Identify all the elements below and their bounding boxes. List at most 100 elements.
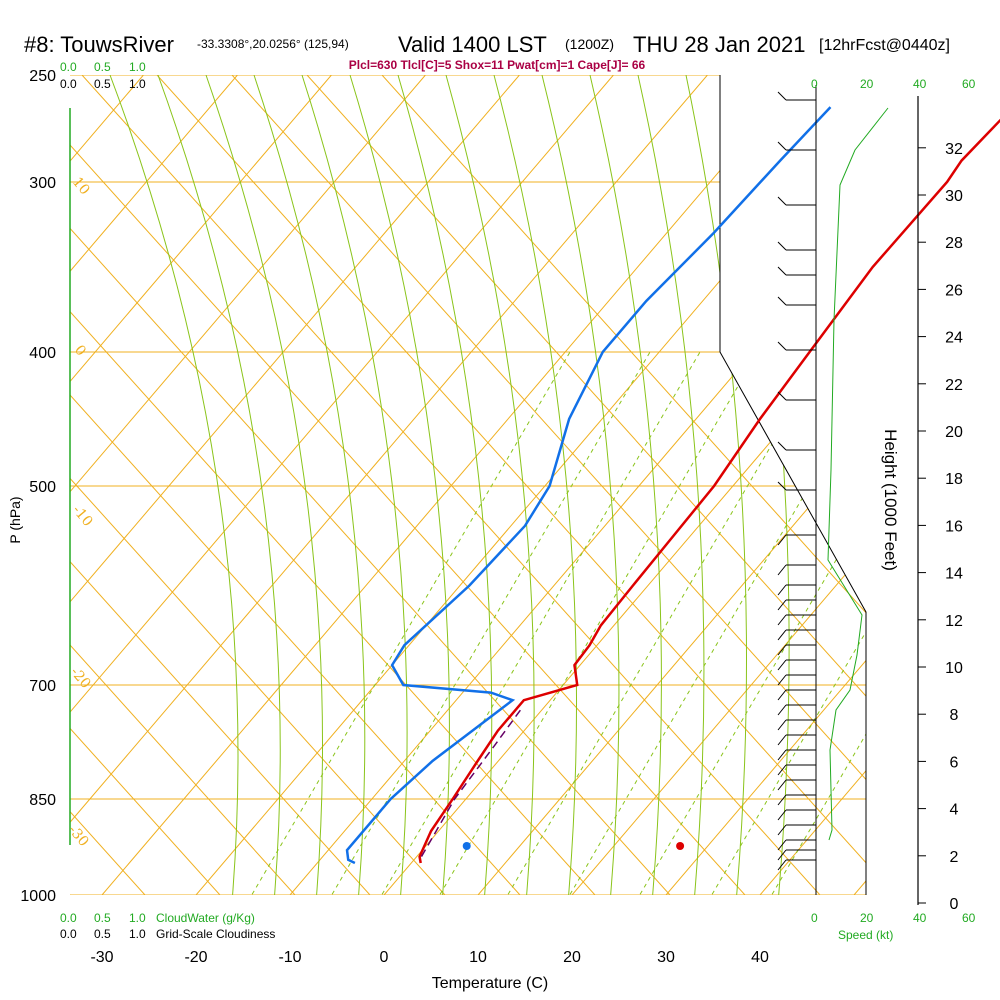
wind-barb-flag <box>777 296 787 306</box>
cloud-scale-label: 0.5 <box>94 77 111 91</box>
wind-barb-flag <box>777 391 787 401</box>
isotherm-line <box>70 75 708 895</box>
isotherm-line <box>70 75 332 895</box>
moist-adiabat-line <box>109 75 239 895</box>
wind-barb-flag <box>777 266 787 276</box>
temperature-tick-label: 0 <box>380 949 389 966</box>
height-tick-label: 16 <box>945 518 963 535</box>
mixing-ratio-label: 8 <box>482 902 499 917</box>
pressure-tick-label: 850 <box>29 792 56 809</box>
mixing-ratio-line <box>427 351 759 895</box>
dewpoint-trace <box>345 106 832 865</box>
wind-barb-flag <box>777 196 787 206</box>
wind-barb-flag <box>777 599 787 611</box>
dry-adiabat-line <box>70 75 521 895</box>
temperature-axis-ticks: -30 -20 -10 0 10 20 30 40 <box>90 949 769 966</box>
temperature-trace <box>418 118 1000 864</box>
height-tick-label: 10 <box>945 660 963 677</box>
wind-barb-flag <box>777 719 787 731</box>
valid-time: Valid 1400 LST <box>398 32 547 57</box>
wind-barb-flag <box>777 734 787 746</box>
wind-barb-flag <box>777 481 787 491</box>
wind-barb-flag <box>777 644 787 656</box>
profile-traces <box>345 106 1000 865</box>
mixing-ratio-label: 3 <box>353 902 370 917</box>
temperature-tick-label: 10 <box>469 949 487 966</box>
wind-barb-flag <box>777 141 787 151</box>
speed-scale-label: 40 <box>913 77 927 91</box>
cloud-scale-label: 0.0 <box>60 60 77 74</box>
height-tick-label: 18 <box>945 471 963 488</box>
isotherm-label: -20 <box>67 664 94 692</box>
temperature-tick-label: -10 <box>278 949 301 966</box>
isotherm-line <box>70 75 238 895</box>
valid-zulu: (1200Z) <box>565 36 614 52</box>
dry-adiabat-line <box>70 75 221 895</box>
dry-adiabat-lines: 0 10 20 30 10 0 -10 -20 -30 <box>65 75 871 895</box>
cloud-scale-label: 0.0 <box>60 911 77 925</box>
height-axis-title: Height (1000 Feet) <box>881 429 900 571</box>
isotherm-label: -30 <box>65 822 92 850</box>
speed-scale-label: 0 <box>811 911 818 925</box>
moist-adiabat-line <box>589 75 662 895</box>
cloud-scale-bottom-green: 0.0 0.5 1.0 <box>60 911 146 925</box>
isotherm-line <box>477 75 866 895</box>
chart-header: #8: TouwsRiver -33.3308°,20.0256° (125,9… <box>24 32 950 72</box>
moist-adiabat-line <box>397 75 493 895</box>
cloud-scale-label: 1.0 <box>129 77 146 91</box>
wind-barb-flag <box>777 341 787 351</box>
height-tick-label: 8 <box>950 707 959 724</box>
temperature-tick-label: 40 <box>751 949 769 966</box>
mixing-ratio-label: 20 <box>616 895 638 917</box>
dry-adiabat-label: 0 <box>720 230 742 253</box>
speed-scale-top-green: 0 20 40 60 <box>811 77 976 91</box>
sounding-indices: Plcl=630 Tlcl[C]=5 Shox=11 Pwat[cm]=1 Ca… <box>349 58 646 72</box>
height-tick-label: 6 <box>950 754 959 771</box>
moist-adiabat-line <box>493 75 578 895</box>
moist-adiabat-line <box>301 75 408 895</box>
isotherm-line <box>665 75 866 895</box>
height-tick-label: 26 <box>945 282 963 299</box>
dry-adiabat-line <box>70 75 746 895</box>
dry-adiabat-label: 30 <box>840 533 871 564</box>
height-tick-label: 32 <box>945 141 963 158</box>
dry-adiabat-line <box>156 75 866 895</box>
cloud-scale-label: 1.0 <box>129 927 146 941</box>
moist-adiabat-lines <box>109 75 790 895</box>
isotherm-label: 0 <box>71 342 89 359</box>
dry-adiabat-line <box>306 75 866 895</box>
moist-adiabat-line <box>349 75 450 895</box>
mixing-ratio-line <box>319 351 651 895</box>
height-tick-label: 28 <box>945 235 963 252</box>
surface-temperature-dot <box>676 842 685 850</box>
cloud-scale-label: 1.0 <box>129 911 146 925</box>
moist-adiabat-line <box>205 75 323 895</box>
speed-scale-bottom-green: 0 20 40 60 <box>811 911 976 925</box>
moist-adiabat-line <box>445 75 535 895</box>
wind-barbs <box>777 91 816 871</box>
station-title: #8: TouwsRiver <box>24 32 174 57</box>
cloud-scale-label: 0.0 <box>60 927 77 941</box>
wind-barb-flag <box>777 584 787 596</box>
dry-adiabat-line <box>70 75 146 895</box>
dry-adiabat-line <box>70 75 671 895</box>
isotherm-line <box>70 75 426 895</box>
wind-barb-flag <box>777 564 787 576</box>
mixing-ratio-label: 5 <box>418 902 435 917</box>
wind-barb-flag <box>777 659 787 671</box>
cloudwater-label: CloudWater (g/Kg) <box>156 911 255 925</box>
speed-scale-label: 40 <box>913 911 927 925</box>
dry-adiabat-line <box>381 75 866 895</box>
temperature-tick-label: 30 <box>657 949 675 966</box>
height-tick-label: 4 <box>950 802 959 819</box>
mixing-ratio-label: 12 <box>539 895 561 917</box>
valid-date: THU 28 Jan 2021 <box>633 32 805 57</box>
wind-barb-flag <box>777 824 787 836</box>
surface-dewpoint-dot <box>462 842 471 850</box>
cloud-scale-label: 1.0 <box>129 60 146 74</box>
isotherm-label: -10 <box>69 502 96 530</box>
dry-adiabat-line <box>70 75 596 895</box>
temperature-tick-label: -20 <box>184 949 207 966</box>
temperature-tick-label: -30 <box>90 949 113 966</box>
